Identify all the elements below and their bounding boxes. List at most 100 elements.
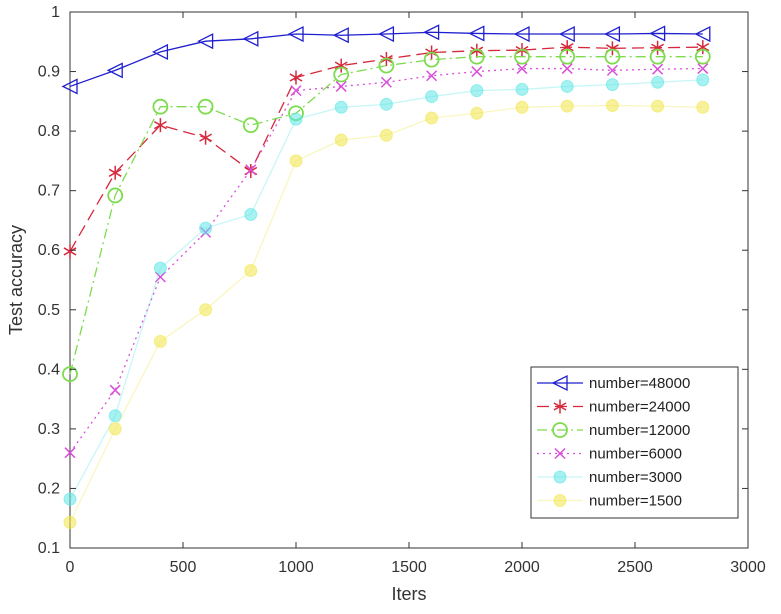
series-number=1500 [63,99,710,529]
data-point [63,244,77,259]
marker-stroke [697,63,709,75]
data-point [289,70,303,85]
marker-stroke [380,76,392,88]
data-point [697,63,709,75]
x-tick-label: 500 [170,559,197,576]
y-tick-label: 0.7 [38,183,60,200]
marker-stroke [561,63,573,75]
data-point [561,63,573,75]
data-point [244,263,258,277]
data-point [696,73,710,87]
data-point [153,261,167,275]
x-tick-label: 0 [66,559,75,576]
data-point [244,207,258,221]
data-point [108,422,122,436]
data-point [108,409,122,423]
data-point [605,99,619,113]
data-point [242,30,259,47]
y-axis-label: Test accuracy [6,225,26,335]
data-point [696,40,710,55]
data-point [64,447,76,459]
data-point [332,27,349,44]
legend-entry: number=48000 [537,374,690,392]
marker-stroke [652,63,664,75]
data-point [245,164,257,176]
data-point [242,117,259,134]
marker-stroke [606,64,618,76]
legend-entry: number=6000 [537,446,682,463]
marker-stroke [63,247,77,256]
data-point [379,128,393,142]
legend-box [530,366,739,519]
marker-stroke [290,85,302,97]
data-point [106,62,123,79]
data-point [197,98,214,115]
data-point [152,98,169,115]
data-point [606,64,618,76]
data-point [652,63,664,75]
data-point [514,48,530,65]
data-point [197,33,214,50]
data-point [378,57,395,74]
marker-stroke [245,164,257,176]
y-tick-label: 0.6 [38,242,60,259]
legend-marker [553,494,567,507]
series-line [69,67,703,454]
marker-stroke [199,133,213,142]
legend-marker [552,422,568,438]
data-point [468,48,485,65]
data-point [471,66,483,78]
data-point [199,303,213,317]
legend-entry: number=3000 [537,469,682,486]
series-line [69,31,703,88]
data-point [109,384,121,396]
data-point [470,84,484,98]
marker-stroke [516,63,528,75]
data-point [651,75,665,89]
marker-stroke [109,384,121,396]
x-tick-label: 1500 [391,559,427,576]
data-point [470,106,484,120]
data-point [559,48,576,65]
legend-label: number=6000 [589,446,682,463]
legend-label: number=24000 [589,399,690,416]
series-number=48000 [61,24,711,95]
data-point [649,25,666,42]
marker-stroke [153,121,167,130]
marker-stroke [335,80,347,92]
data-point [425,90,439,104]
data-point [423,51,440,68]
x-tick-label: 1000 [278,559,314,576]
x-tick-label: 2500 [617,559,653,576]
y-tick-label: 0.4 [38,361,60,378]
marker-stroke [554,447,566,460]
legend-label: number=1500 [589,493,682,510]
legend-label: number=48000 [589,375,690,392]
data-point [151,43,169,60]
data-point [334,100,348,114]
series-number=3000 [63,73,710,506]
data-point [290,85,302,97]
data-point [153,334,167,348]
data-point [651,99,665,113]
marker-stroke [426,70,438,82]
data-point [63,515,77,529]
legend-marker [554,447,566,460]
data-point [649,48,666,65]
data-point [289,154,303,168]
marker-stroke [154,271,166,283]
data-point [513,25,530,43]
data-point [604,48,621,65]
data-point [377,25,395,43]
data-point [694,25,711,43]
y-tick-label: 0.3 [38,421,60,438]
data-point [516,63,528,75]
x-tick-label: 3000 [730,559,766,576]
marker-stroke [553,402,567,411]
data-point [108,165,122,180]
series-layer [61,24,711,529]
marker-stroke [470,46,484,55]
data-point [154,271,166,283]
